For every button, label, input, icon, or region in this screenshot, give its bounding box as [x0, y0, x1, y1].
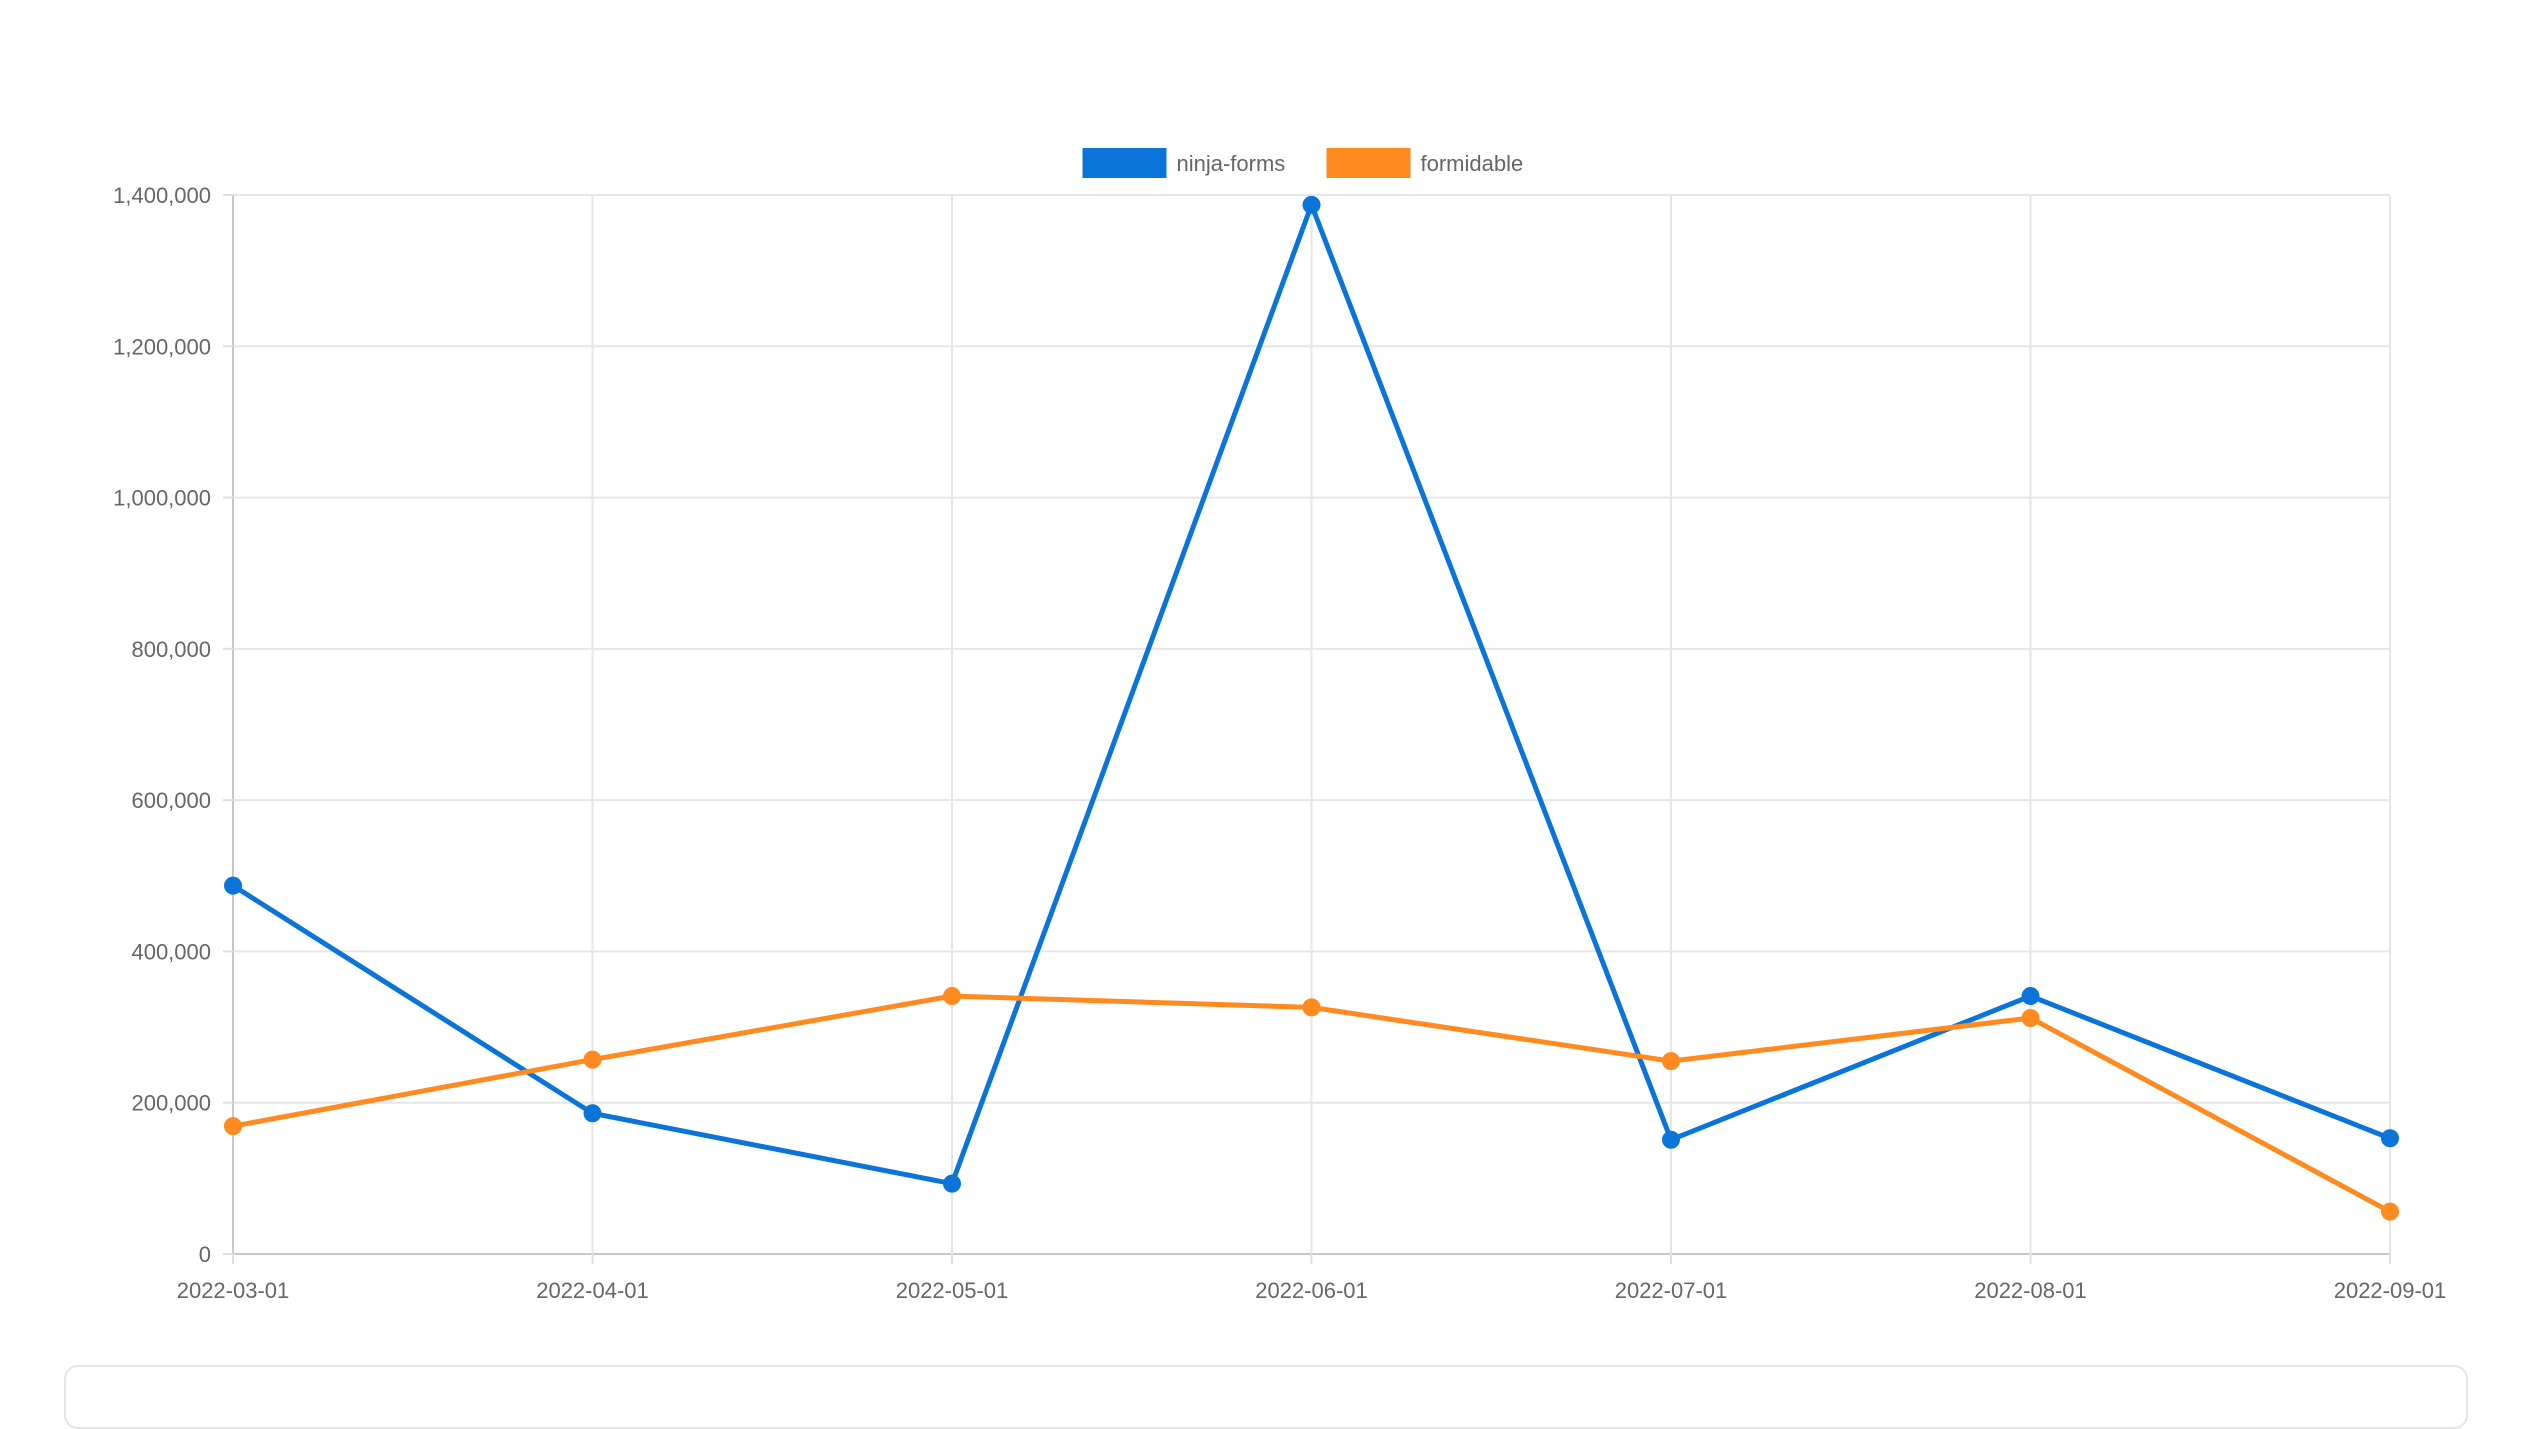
data-point [583, 1104, 602, 1123]
data-point [943, 987, 961, 1006]
data-point [943, 1174, 961, 1193]
data-point [2021, 1008, 2040, 1027]
data-point [1302, 998, 1321, 1017]
data-point [2381, 1129, 2399, 1148]
x-tick-label: 2022-04-01 [536, 1278, 649, 1303]
line-chart: 0 200,000 400,000 600,000 800,000 1,000,000 1,… [113, 148, 2446, 1303]
legend[interactable]: ninja-forms formidable [1082, 148, 1524, 178]
x-tick-label: 2022-07-01 [1615, 1278, 1728, 1303]
data-point [1662, 1052, 1680, 1071]
legend-label: formidable [1421, 151, 1524, 176]
series-formidable [224, 987, 2399, 1221]
grid-layer [232, 194, 2391, 1255]
data-point [2021, 987, 2040, 1006]
data-point [224, 876, 242, 895]
data-point [224, 1117, 242, 1136]
y-tick-label: 400,000 [131, 939, 211, 964]
y-tick-label: 1,000,000 [113, 486, 211, 511]
legend-item-formidable[interactable]: formidable [1326, 148, 1524, 178]
y-tick-label: 1,400,000 [113, 183, 211, 208]
legend-swatch [1326, 148, 1411, 178]
chart-svg: 0 200,000 400,000 600,000 800,000 1,000,000 1,… [113, 148, 2446, 1303]
series-layer [224, 195, 2399, 1221]
y-tick-label: 200,000 [131, 1091, 211, 1116]
x-tick-label: 2022-06-01 [1255, 1278, 1368, 1303]
x-tick-label: 2022-05-01 [896, 1278, 1009, 1303]
axis-layer: 0 200,000 400,000 600,000 800,000 1,000,000 1,… [113, 183, 2446, 1303]
y-tick-label: 800,000 [131, 637, 211, 662]
data-point [583, 1050, 602, 1069]
x-tick-label: 2022-08-01 [1974, 1278, 2087, 1303]
series-ninja-forms [224, 195, 2399, 1193]
bottom-panel [64, 1365, 2468, 1429]
y-tick-label: 1,200,000 [113, 334, 211, 359]
legend-swatch [1082, 148, 1167, 178]
y-tick-label: 0 [199, 1242, 211, 1267]
data-point [1662, 1130, 1680, 1149]
legend-label: ninja-forms [1177, 151, 1286, 176]
x-tick-label: 2022-09-01 [2334, 1278, 2447, 1303]
legend-item-ninja-forms[interactable]: ninja-forms [1082, 148, 1286, 178]
data-point [1302, 195, 1321, 214]
y-tick-label: 600,000 [131, 788, 211, 813]
data-point [2381, 1202, 2399, 1221]
x-tick-label: 2022-03-01 [177, 1278, 290, 1303]
